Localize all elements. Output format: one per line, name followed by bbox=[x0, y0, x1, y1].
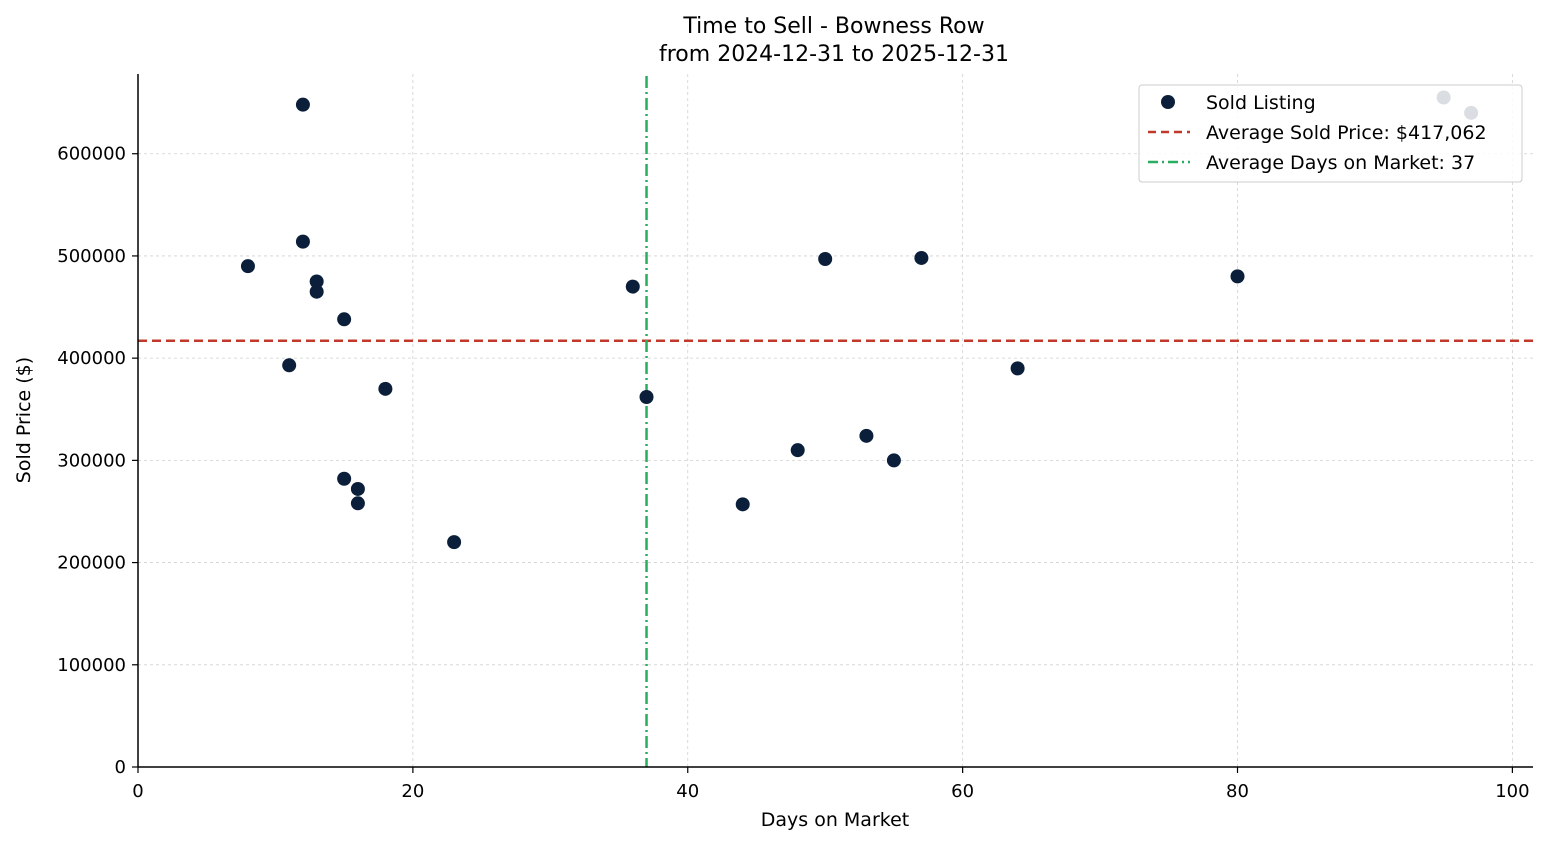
sold-listing-point bbox=[447, 535, 462, 550]
y-tick-label: 400000 bbox=[57, 348, 126, 369]
chart-title: Time to Sell - Bowness Row bbox=[682, 14, 984, 39]
sold-listing-point bbox=[818, 252, 833, 267]
y-tick-label: 200000 bbox=[57, 553, 126, 574]
y-tick-label: 300000 bbox=[57, 450, 126, 471]
sold-listing-point bbox=[337, 312, 352, 327]
sold-listing-point bbox=[1010, 361, 1025, 376]
x-tick-label: 20 bbox=[401, 781, 424, 802]
reference-lines bbox=[138, 76, 1533, 767]
x-tick-label: 60 bbox=[951, 781, 974, 802]
sold-listing-point bbox=[639, 389, 654, 404]
y-tick-label: 0 bbox=[115, 757, 126, 778]
sold-listing-point bbox=[295, 97, 310, 112]
sold-listing-point bbox=[240, 259, 255, 274]
sold-listing-point bbox=[350, 496, 365, 511]
y-tick-label: 100000 bbox=[57, 655, 126, 676]
sold-listing-point bbox=[914, 250, 929, 265]
sold-listing-point bbox=[735, 497, 750, 512]
sold-listing-point bbox=[350, 481, 365, 496]
y-axis-label: Sold Price ($) bbox=[13, 357, 35, 483]
sold-listing-point bbox=[337, 471, 352, 486]
legend-box bbox=[1138, 84, 1523, 183]
tick-labels: 0 20 40 60 80 100 0 100000 200000 300000 400000 500… bbox=[57, 144, 1529, 802]
sold-listing-point bbox=[886, 453, 901, 468]
y-tick-label: 500000 bbox=[57, 246, 126, 267]
legend-label-sold-listing: Sold Listing bbox=[1206, 92, 1316, 114]
sold-listing-point bbox=[295, 234, 310, 249]
axes bbox=[137, 74, 1533, 768]
grid-layer bbox=[138, 74, 1533, 767]
sold-listing-point bbox=[859, 428, 874, 443]
sold-listing-point bbox=[790, 443, 805, 458]
legend-marker-sold-listing bbox=[1161, 95, 1175, 109]
x-tick-label: 100 bbox=[1495, 781, 1529, 802]
sold-listing-point bbox=[625, 279, 640, 294]
legend-label-avg-price: Average Sold Price: $417,062 bbox=[1206, 122, 1487, 144]
sold-listing-point bbox=[309, 274, 324, 289]
sold-listing-point bbox=[282, 358, 297, 373]
sold-listing-point bbox=[378, 381, 393, 396]
x-tick-label: 40 bbox=[676, 781, 699, 802]
y-tick-label: 600000 bbox=[57, 144, 126, 165]
x-axis-label: Days on Market bbox=[761, 809, 909, 831]
x-tick-label: 80 bbox=[1226, 781, 1249, 802]
legend: Sold Listing Average Sold Price: $417,06… bbox=[1138, 84, 1523, 183]
legend-label-avg-days: Average Days on Market: 37 bbox=[1206, 152, 1475, 174]
sold-listing-point bbox=[309, 284, 324, 299]
sold-listing-point bbox=[1230, 269, 1245, 284]
chart-subtitle: from 2024-12-31 to 2025-12-31 bbox=[659, 42, 1009, 67]
x-tick-label: 0 bbox=[132, 781, 143, 802]
